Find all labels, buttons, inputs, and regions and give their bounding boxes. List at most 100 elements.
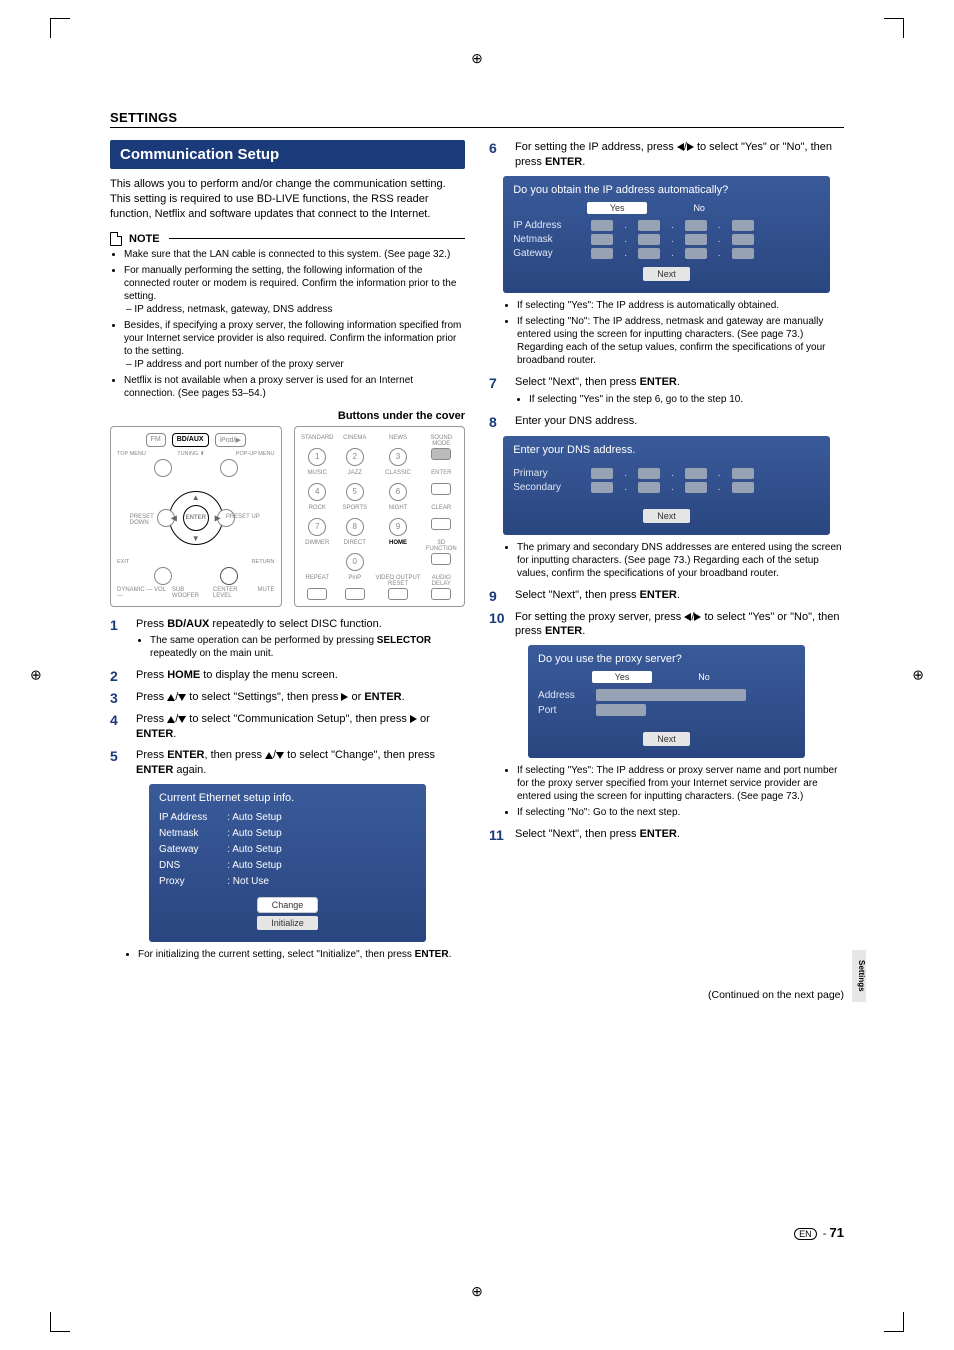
remote-numpad-cell: NIGHT9 [375,505,420,536]
step-number: 4 [110,712,128,742]
osd-ip-octet[interactable] [685,220,707,231]
remote-numpad-cell: SOUND MODE [425,435,459,466]
step-number: 8 [489,414,507,430]
remote-numpad-cell: JAZZ5 [338,470,372,501]
step-text: Select "Next", then press ENTER. [515,827,844,843]
step-text: For setting the IP address, press / to s… [515,140,844,170]
step-text: Enter your DNS address. [515,414,844,430]
remote-btn-enter: ENTER [183,505,209,531]
osd-yes-button[interactable]: Yes [592,671,652,683]
osd-port-field[interactable] [596,704,646,716]
osd-field-value: : Auto Setup [227,842,282,858]
note-subitem: IP address, netmask, gateway, DNS addres… [124,303,465,316]
osd-ip-octet[interactable] [591,220,613,231]
registration-mark-icon: ⊕ [471,1283,483,1300]
osd-yes-button[interactable]: Yes [587,202,647,214]
step-text: Press BD/AUX repeatedly to select DISC f… [136,617,465,663]
step-number: 7 [489,375,507,408]
osd-title: Current Ethernet setup info. [159,792,416,804]
remote-numpad-cell: DIRECT0 [338,540,372,571]
note-item: Make sure that the LAN cable is connecte… [124,248,465,261]
osd-next-button[interactable]: Next [643,267,690,281]
note-item: For manually performing the setting, the… [124,264,465,316]
step-number: 11 [489,827,507,843]
remote-numpad-cell: NEWS3 [375,435,420,466]
osd-field-label: Netmask [159,826,207,842]
osd-ip-octet[interactable] [591,234,613,245]
osd-ip-octet[interactable] [732,248,754,259]
osd-change-button[interactable]: Change [258,898,318,912]
side-tab: Settings [852,950,866,1002]
osd-ip-octet[interactable] [732,468,754,479]
osd-ip-octet[interactable] [732,220,754,231]
osd-field-value: : Not Use [227,874,282,890]
step-text: For setting the proxy server, press / to… [515,610,844,640]
osd-ip-octet[interactable] [685,468,707,479]
osd-field-label: Secondary [513,482,583,493]
osd-ip-octet[interactable] [685,248,707,259]
osd-address-field[interactable] [596,689,746,701]
osd-field-label: IP Address [159,810,207,826]
remote-numpad-cell: 3D FUNCTION [425,540,459,571]
step-number: 10 [489,610,507,640]
osd-ip-octet[interactable] [638,468,660,479]
osd-field-label: Netmask [513,234,583,245]
step-note: If selecting "No": Go to the next step. [517,806,844,819]
intro-text: This allows you to perform and/or change… [110,177,465,222]
osd-next-button[interactable]: Next [643,732,690,746]
step-text: Select "Next", then press ENTER. If sele… [515,375,844,408]
remote-numpad-cell: ROCK7 [301,505,334,536]
remote-numpad-cell: CINEMA2 [338,435,372,466]
osd-title: Enter your DNS address. [513,444,820,456]
step-note: The same operation can be performed by p… [150,634,465,660]
remote-numpad-cell: CLEAR [425,505,459,536]
osd-initialize-button[interactable]: Initialize [257,916,318,930]
step-number: 3 [110,690,128,706]
note-heading: NOTE [110,232,465,246]
continued-note: (Continued on the next page) [110,989,844,1001]
osd-field-label: Gateway [513,248,583,259]
osd-field-label: Address [538,690,588,701]
remote-numpad-cell: STANDARD1 [301,435,334,466]
osd-ip-octet[interactable] [685,234,707,245]
osd-ip-octet[interactable] [591,248,613,259]
osd-ip-octet[interactable] [638,248,660,259]
remote-numpad-cell: AUDIO DELAY [425,575,459,600]
osd-ip-octet[interactable] [638,220,660,231]
step-note: If selecting "Yes": The IP address is au… [517,299,844,312]
section-heading: SETTINGS [110,110,844,128]
osd-field-value: : Auto Setup [227,858,282,874]
step-number: 2 [110,668,128,684]
osd-field-label: IP Address [513,220,583,231]
note-subitem: IP address and port number of the proxy … [124,358,465,371]
osd-proxy: Do you use the proxy server? Yes No Addr… [528,645,805,758]
osd-ip-auto: Do you obtain the IP address automatical… [503,176,830,293]
crop-mark [884,1312,904,1332]
osd-no-button[interactable]: No [674,671,734,683]
osd-ip-octet[interactable] [591,468,613,479]
crop-mark [884,18,904,38]
step-note: For initializing the current setting, se… [138,948,465,961]
osd-next-button[interactable]: Next [643,509,690,523]
remote-diagram-main: FM BD/AUX iPod/▶ TOP MENU TUNING ⬍ POP-U… [110,426,282,607]
remote-numpad-cell: ENTER [425,470,459,501]
step-number: 1 [110,617,128,663]
osd-ethernet-info: Current Ethernet setup info. IP AddressN… [149,784,426,942]
osd-ip-octet[interactable] [732,234,754,245]
osd-ip-octet[interactable] [638,234,660,245]
remote-diagram-numpad: STANDARD1CINEMA2NEWS3SOUND MODEMUSIC4JAZ… [294,426,466,607]
note-icon [110,232,122,246]
osd-no-button[interactable]: No [669,202,729,214]
osd-ip-octet[interactable] [638,482,660,493]
osd-field-label: Gateway [159,842,207,858]
note-item: Besides, if specifying a proxy server, t… [124,319,465,371]
osd-ip-octet[interactable] [732,482,754,493]
note-item: Netflix is not available when a proxy se… [124,374,465,400]
note-label: NOTE [129,233,160,245]
osd-ip-octet[interactable] [591,482,613,493]
registration-mark-icon: ⊕ [30,667,42,684]
remote-numpad-cell: REPEAT [301,575,334,600]
osd-field-label: Port [538,705,588,716]
osd-ip-octet[interactable] [685,482,707,493]
lang-badge: EN [794,1228,817,1240]
